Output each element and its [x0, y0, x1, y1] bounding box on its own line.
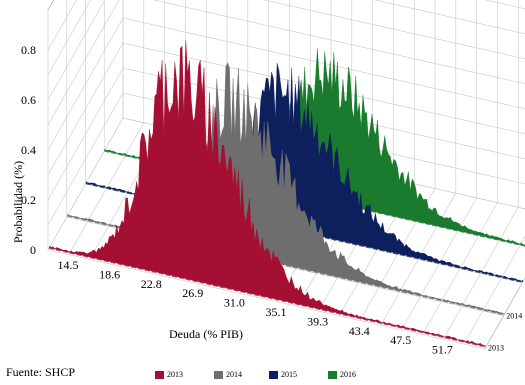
legend-label: 2014 [226, 370, 242, 379]
x-tick-label: 47.5 [390, 333, 411, 347]
grid-line [484, 277, 525, 349]
series-2013-area [49, 40, 487, 347]
x-tick-label: 43.4 [349, 324, 370, 338]
y-tick-label: 0.4 [21, 143, 36, 157]
x-tick-label: 22.8 [141, 277, 162, 291]
y-tick-label: 0.6 [21, 93, 36, 107]
legend-swatch [214, 370, 223, 379]
x-tick-label: 14.5 [58, 258, 79, 272]
y-tick-labels: 0 0.2 0.4 0.6 0.8 [21, 43, 36, 257]
legend-label: 2016 [340, 370, 356, 379]
series-depth-label: 2013 [488, 344, 504, 353]
grid-line [47, 0, 77, 51]
legend-label: 2013 [167, 370, 183, 379]
x-tick-label: 31.0 [224, 296, 245, 310]
legend-swatch [155, 370, 164, 379]
series-layer [49, 40, 525, 348]
x-tick-label: 18.6 [99, 267, 120, 281]
series-2013-baseline [49, 246, 487, 348]
y-tick-label: 0.8 [21, 43, 36, 57]
legend-label: 2015 [281, 370, 297, 379]
source-note: Fuente: SHCP [6, 365, 76, 379]
y-tick-label: 0.2 [21, 193, 36, 207]
grid-line [122, 42, 525, 135]
grid-line [263, 0, 525, 60]
x-tick-labels: 14.5 18.6 22.8 26.9 31.0 35.1 39.3 43.4 47.5 51.7 [58, 258, 453, 357]
y-tick-label: 0 [30, 243, 36, 257]
legend-swatch [269, 370, 278, 379]
legend-item: 2014 [214, 370, 242, 379]
legend-item: 2013 [155, 370, 183, 379]
x-axis-title: Deuda (% PIB) [169, 327, 243, 341]
x-tick-label: 35.1 [266, 305, 287, 319]
x-tick-label: 26.9 [182, 286, 203, 300]
x-tick-label: 51.7 [432, 343, 453, 357]
legend-item: 2015 [269, 370, 297, 379]
series-depth-label: 2014 [506, 311, 522, 320]
grid-line [373, 0, 525, 35]
grid-line [122, 17, 525, 110]
y-axis-title: Probabilidad (%) [11, 161, 25, 243]
x-tick-label: 39.3 [307, 314, 328, 328]
grid-line [47, 249, 485, 349]
legend-item: 2016 [328, 370, 356, 379]
legend-swatch [328, 370, 337, 379]
grid-line [152, 0, 525, 85]
grid-line [484, 0, 525, 10]
